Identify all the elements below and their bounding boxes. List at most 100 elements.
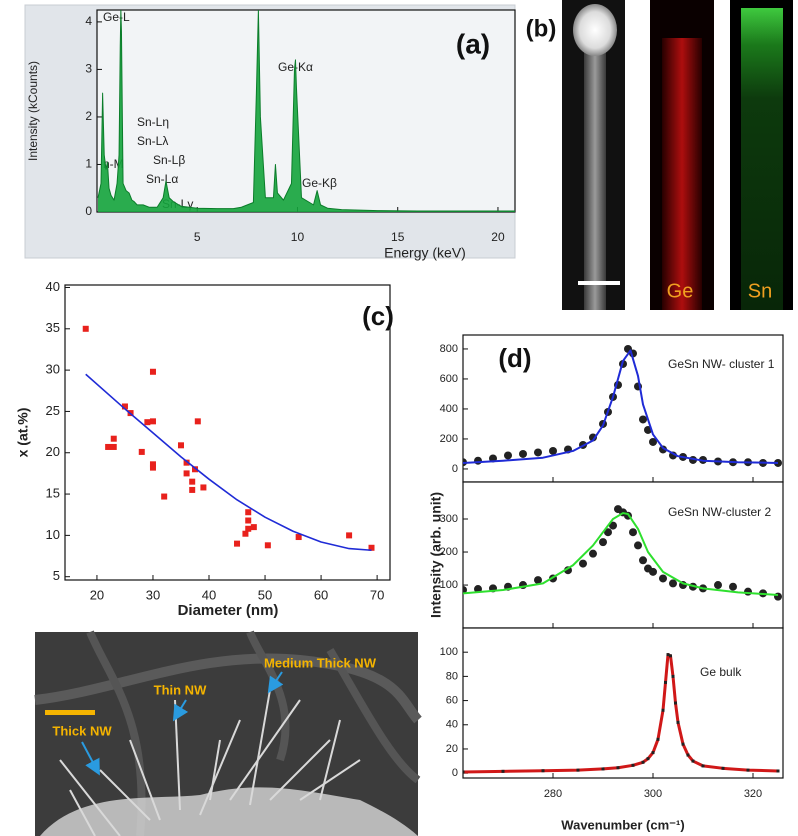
x-axis-label: Diameter (nm) <box>178 602 279 619</box>
data-point <box>691 759 695 763</box>
data-point <box>501 769 505 773</box>
data-line <box>463 512 779 596</box>
data-point <box>149 464 156 471</box>
pointer-arrow <box>267 671 284 694</box>
data-point <box>579 559 587 568</box>
y-tick-label: 40 <box>46 279 60 294</box>
data-point <box>634 541 642 550</box>
y-tick-label: 100 <box>440 579 458 591</box>
ge-signal <box>662 38 702 310</box>
data-point <box>671 674 675 678</box>
pointer-arrow <box>81 741 100 776</box>
channel-label: Sn <box>748 280 772 302</box>
data-point <box>183 459 190 466</box>
pointer-arrow <box>172 699 189 722</box>
plot-area <box>462 627 784 779</box>
y-tick-label: 200 <box>440 546 458 558</box>
nanowire <box>584 20 606 310</box>
data-point <box>245 509 252 516</box>
data-point <box>666 653 670 657</box>
data-point <box>541 769 545 773</box>
y-tick-label: 3 <box>85 62 92 76</box>
data-point <box>121 403 128 410</box>
y-tick-label: 0 <box>85 204 92 218</box>
data-point <box>599 538 607 547</box>
data-point <box>669 579 677 588</box>
support-film <box>34 653 422 724</box>
data-line <box>85 373 372 552</box>
plot-content <box>463 653 780 774</box>
data-point <box>463 770 465 774</box>
data-point <box>110 435 117 442</box>
y-tick-label: 20 <box>446 743 458 755</box>
data-point <box>674 701 677 705</box>
data-point <box>616 766 620 770</box>
plot-content <box>463 344 782 467</box>
x-tick-label: 15 <box>391 230 405 244</box>
x-tick-label: 60 <box>314 587 328 602</box>
sem-label: Thin NW <box>154 682 207 697</box>
x-tick-label: 20 <box>90 587 104 602</box>
peak-label: Ge-Kβ <box>302 176 337 190</box>
data-line <box>463 349 779 464</box>
x-axis-label: Energy (keV) <box>384 245 466 261</box>
peak-label: Sn-Lλ <box>137 134 168 148</box>
data-point <box>676 720 680 724</box>
data-point <box>681 742 685 746</box>
panel-label: (c) <box>362 301 394 331</box>
y-tick-label: 4 <box>85 14 92 28</box>
data-point <box>295 534 302 541</box>
peak-label: Sn-Lη <box>137 115 169 129</box>
data-point <box>631 763 635 767</box>
sem-image: Thin NW Medium Thick NW Thick NW <box>34 630 422 836</box>
peak-label: Sn-Lα <box>146 172 178 186</box>
data-point <box>646 757 650 761</box>
data-point <box>82 325 89 332</box>
data-point <box>138 448 145 455</box>
sem-label: Thick NW <box>52 723 112 738</box>
x-tick-label: 30 <box>146 587 160 602</box>
data-point <box>149 461 156 468</box>
data-point <box>729 582 737 591</box>
y-tick-label: 2 <box>85 109 92 123</box>
y-tick-label: 100 <box>440 646 458 658</box>
data-point <box>242 530 249 537</box>
y-tick-label: 400 <box>440 403 458 415</box>
x-tick-label: 10 <box>291 230 305 244</box>
y-tick-label: 5 <box>53 568 60 583</box>
y-tick-label: 200 <box>440 433 458 445</box>
data-point <box>576 768 580 772</box>
plot-content <box>463 505 782 601</box>
y-tick-label: 60 <box>446 694 458 706</box>
data-point <box>661 708 665 712</box>
peak-label: Ge-L <box>103 10 130 24</box>
nanowire-forest <box>40 787 418 836</box>
data-point <box>519 449 527 458</box>
x-tick-label: 280 <box>544 788 562 800</box>
x-tick-label: 70 <box>370 587 384 602</box>
y-tick-label: 40 <box>446 719 458 731</box>
data-point <box>245 525 252 532</box>
y-tick-label: 1 <box>85 157 92 171</box>
peak-label: Sn-Lβ <box>153 153 185 167</box>
data-point <box>200 484 207 491</box>
data-point <box>149 368 156 375</box>
data-point <box>701 764 705 768</box>
y-tick-label: 600 <box>440 373 458 385</box>
plot-content <box>82 325 375 552</box>
x-tick-label: 5 <box>194 230 201 244</box>
data-point <box>649 567 657 576</box>
data-point <box>649 437 657 446</box>
data-point <box>746 768 750 772</box>
data-point <box>589 549 597 558</box>
data-point <box>659 445 667 454</box>
data-point <box>714 581 722 590</box>
chart: 0 1 2 3 4 5 10 15 20 Energy (keV) Intensity (kCoun… <box>26 9 516 261</box>
data-point <box>639 415 647 424</box>
y-axis-label: x (at.%) <box>15 408 31 458</box>
data-point <box>651 751 655 755</box>
data-point <box>194 418 201 425</box>
y-tick-label: 0 <box>452 767 458 779</box>
